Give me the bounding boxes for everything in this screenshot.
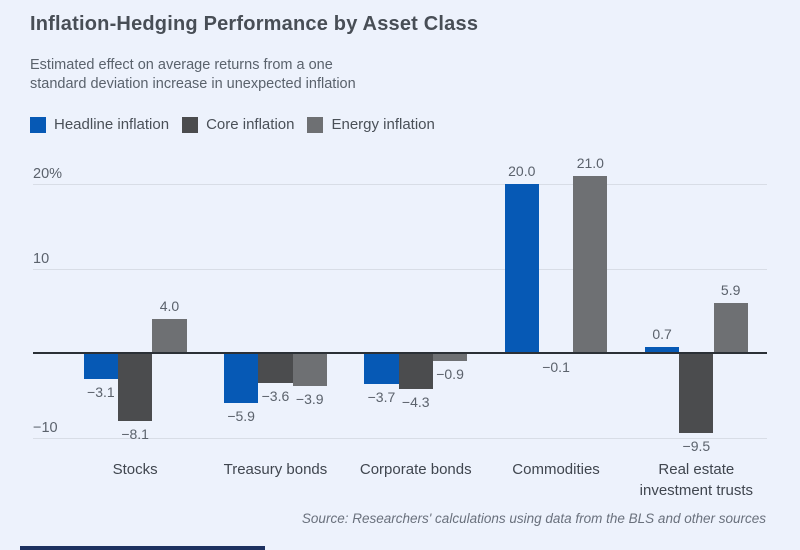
bar-value-label: 0.7 [652, 326, 672, 343]
bar-core-inflation-corporate-bonds [398, 353, 433, 390]
y-tick-label--10: −10 [33, 419, 58, 436]
legend-item-energy-inflation: Energy inflation [307, 116, 435, 133]
bar-energy-inflation-stocks [152, 319, 187, 353]
bar-value-label: −3.9 [295, 390, 324, 407]
legend-swatch-icon [307, 116, 324, 133]
legend-label: Headline inflation [54, 116, 170, 133]
bar-value-label: −3.6 [261, 388, 290, 405]
bar-value-label: −3.7 [367, 389, 396, 406]
gridline-20 [33, 184, 767, 185]
bar-headline-inflation-stocks [83, 353, 118, 380]
x-axis-label-treasury-bonds: Treasury bonds [223, 461, 328, 478]
legend-label: Energy inflation [331, 116, 435, 133]
bar-value-label: −9.5 [682, 438, 711, 455]
chart-legend: Headline inflation Core inflation Energy… [30, 116, 435, 133]
bar-energy-inflation-real-estate-investment-trusts [713, 303, 748, 353]
gridline--10 [33, 437, 767, 439]
bar-core-inflation-stocks [118, 353, 153, 422]
footer-accent-bar [20, 546, 265, 550]
bar-value-label: 5.9 [720, 282, 741, 299]
x-axis-label-commodities: Commodities [512, 461, 600, 478]
bar-value-label: −4.3 [401, 394, 430, 411]
legend-swatch-icon [30, 116, 46, 133]
bar-value-label: 20.0 [508, 163, 536, 179]
bar-headline-inflation-corporate-bonds [364, 353, 399, 385]
bar-value-label: −0.9 [436, 365, 464, 382]
bar-value-label: 21.0 [576, 154, 604, 171]
x-axis-label-stocks: Stocks [112, 461, 158, 478]
bar-energy-inflation-commodities [573, 175, 608, 353]
bar-energy-inflation-treasury-bonds [292, 353, 327, 386]
chart-subtitle-line2: standard deviation increase in unexpecte… [30, 76, 356, 92]
legend-label: Core inflation [206, 116, 295, 133]
bar-value-label: −3.1 [87, 384, 115, 401]
bar-value-label: 4.0 [159, 298, 180, 315]
source-note: Source: Researchers' calculations using … [301, 511, 766, 526]
bar-value-label: −0.1 [542, 359, 570, 375]
bar-value-label: −8.1 [121, 426, 149, 443]
bar-headline-inflation-treasury-bonds [224, 353, 259, 403]
gridline-10 [33, 268, 767, 270]
bar-value-label: −5.9 [227, 407, 255, 424]
bar-headline-inflation-real-estate-investment-trusts [644, 347, 680, 353]
legend-item-headline-inflation: Headline inflation [30, 116, 169, 133]
legend-swatch-icon [182, 116, 199, 133]
x-axis-label-corporate-bonds: Corporate bonds [359, 461, 472, 478]
chart-subtitle: Estimated effect on average returns from… [30, 56, 356, 94]
legend-item-core-inflation: Core inflation [182, 116, 294, 133]
bar-headline-inflation-commodities [504, 184, 539, 353]
y-tick-label-10: 10 [33, 250, 50, 267]
bar-core-inflation-treasury-bonds [258, 353, 293, 384]
chart-title: Inflation-Hedging Performance by Asset C… [30, 13, 479, 35]
zero-baseline [33, 352, 767, 354]
bar-core-inflation-real-estate-investment-trusts [679, 353, 714, 434]
y-tick-label-20: 20% [33, 166, 63, 182]
x-axis-label-real-estate-investment-trusts: Real estate investment trusts [639, 461, 754, 499]
chart-subtitle-line1: Estimated effect on average returns from… [30, 57, 333, 73]
bar-energy-inflation-corporate-bonds [432, 353, 468, 361]
